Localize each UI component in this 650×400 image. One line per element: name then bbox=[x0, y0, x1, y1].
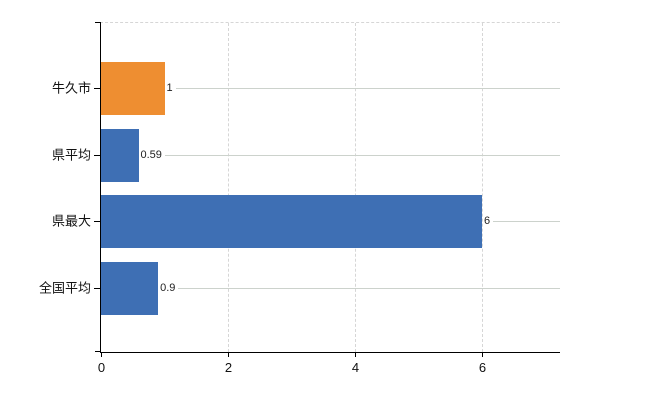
bar-row: 0.59 bbox=[101, 129, 560, 182]
x-axis-tick-mark bbox=[228, 352, 229, 357]
x-axis-tick-mark bbox=[355, 352, 356, 357]
category-label: 牛久市 bbox=[51, 80, 91, 96]
leader-line bbox=[178, 288, 560, 289]
category-tick-mark bbox=[94, 88, 101, 89]
y-axis-end-tick bbox=[95, 22, 101, 23]
category-tick-mark bbox=[94, 155, 101, 156]
leader-line bbox=[493, 221, 560, 222]
gridline bbox=[355, 23, 356, 352]
bar bbox=[101, 62, 165, 115]
bar-row: 1 bbox=[101, 62, 560, 115]
gridline bbox=[228, 23, 229, 352]
plot-area: 1 0.59 6 0.9 bbox=[100, 22, 560, 353]
bar bbox=[101, 262, 159, 315]
x-axis-tick-mark bbox=[482, 352, 483, 357]
bar bbox=[101, 129, 139, 182]
x-axis-tick-label: 2 bbox=[224, 360, 233, 375]
bar-value-label: 0.9 bbox=[160, 282, 176, 294]
x-axis-tick-label: 4 bbox=[351, 360, 360, 375]
category-label: 県平均 bbox=[51, 147, 91, 163]
category-label: 県最大 bbox=[51, 213, 91, 229]
bar bbox=[101, 195, 482, 248]
x-axis-tick-label: 6 bbox=[478, 360, 487, 375]
x-axis-tick-label: 0 bbox=[97, 360, 106, 375]
bar-value-label: 0.59 bbox=[140, 149, 162, 161]
gridline bbox=[482, 23, 483, 352]
leader-line bbox=[175, 88, 560, 89]
bar-row: 6 bbox=[101, 195, 560, 248]
y-axis-end-tick bbox=[95, 351, 101, 352]
category-tick-mark bbox=[94, 221, 101, 222]
category-label: 全国平均 bbox=[38, 280, 91, 296]
leader-line bbox=[164, 155, 560, 156]
category-tick-mark bbox=[94, 288, 101, 289]
bar-row: 0.9 bbox=[101, 262, 560, 315]
bar-value-label: 6 bbox=[484, 215, 491, 227]
bar-value-label: 1 bbox=[166, 82, 173, 94]
x-axis-tick-mark bbox=[101, 352, 102, 357]
